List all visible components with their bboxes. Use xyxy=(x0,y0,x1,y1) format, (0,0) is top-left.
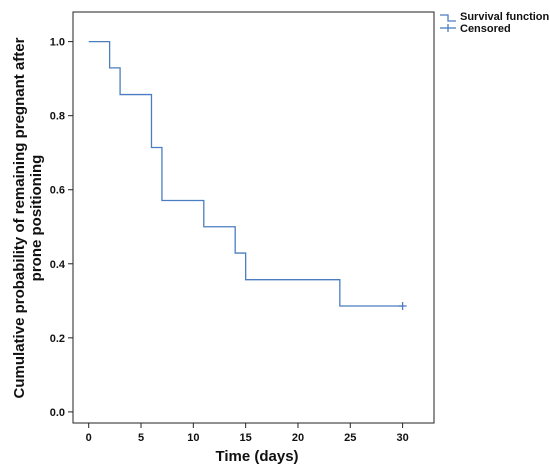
censored-marker xyxy=(398,301,407,310)
x-axis-title: Time (days) xyxy=(215,448,298,465)
x-tick-label: 20 xyxy=(292,432,304,444)
y-axis-title-line-1: Cumulative probability of remaining preg… xyxy=(11,37,28,398)
plot-frame xyxy=(72,11,435,424)
y-tick-label: 0.0 xyxy=(50,407,65,419)
y-tick-label: 0.4 xyxy=(50,259,66,271)
x-tick-label: 0 xyxy=(86,432,92,444)
x-tick-label: 25 xyxy=(344,432,356,444)
survival-function-line xyxy=(88,40,403,307)
series-layer xyxy=(88,40,407,310)
y-tick-label: 0.8 xyxy=(50,111,65,123)
y-tick-label: 0.2 xyxy=(50,333,65,345)
y-tick-label: 1.0 xyxy=(50,37,65,49)
x-tick-label: 10 xyxy=(187,432,199,444)
x-tick-label: 30 xyxy=(396,432,408,444)
legend-item-survival-function: Survival function xyxy=(440,11,550,23)
y-axis: 0.0 0.2 0.4 0.6 0.8 1.0 xyxy=(50,37,73,419)
x-tick-label: 15 xyxy=(240,432,252,444)
x-axis: 0 5 10 15 20 25 30 xyxy=(86,423,409,444)
y-axis-title-line-2: prone positioning xyxy=(28,155,45,282)
y-tick-label: 0.6 xyxy=(50,185,65,197)
legend-item-censored: Censored xyxy=(440,23,511,35)
legend-label: Censored xyxy=(460,23,511,35)
legend-label: Survival function xyxy=(460,11,550,23)
x-tick-label: 5 xyxy=(138,432,144,444)
legend-step-symbol xyxy=(440,14,456,22)
y-axis-title: Cumulative probability of remaining preg… xyxy=(11,37,45,398)
